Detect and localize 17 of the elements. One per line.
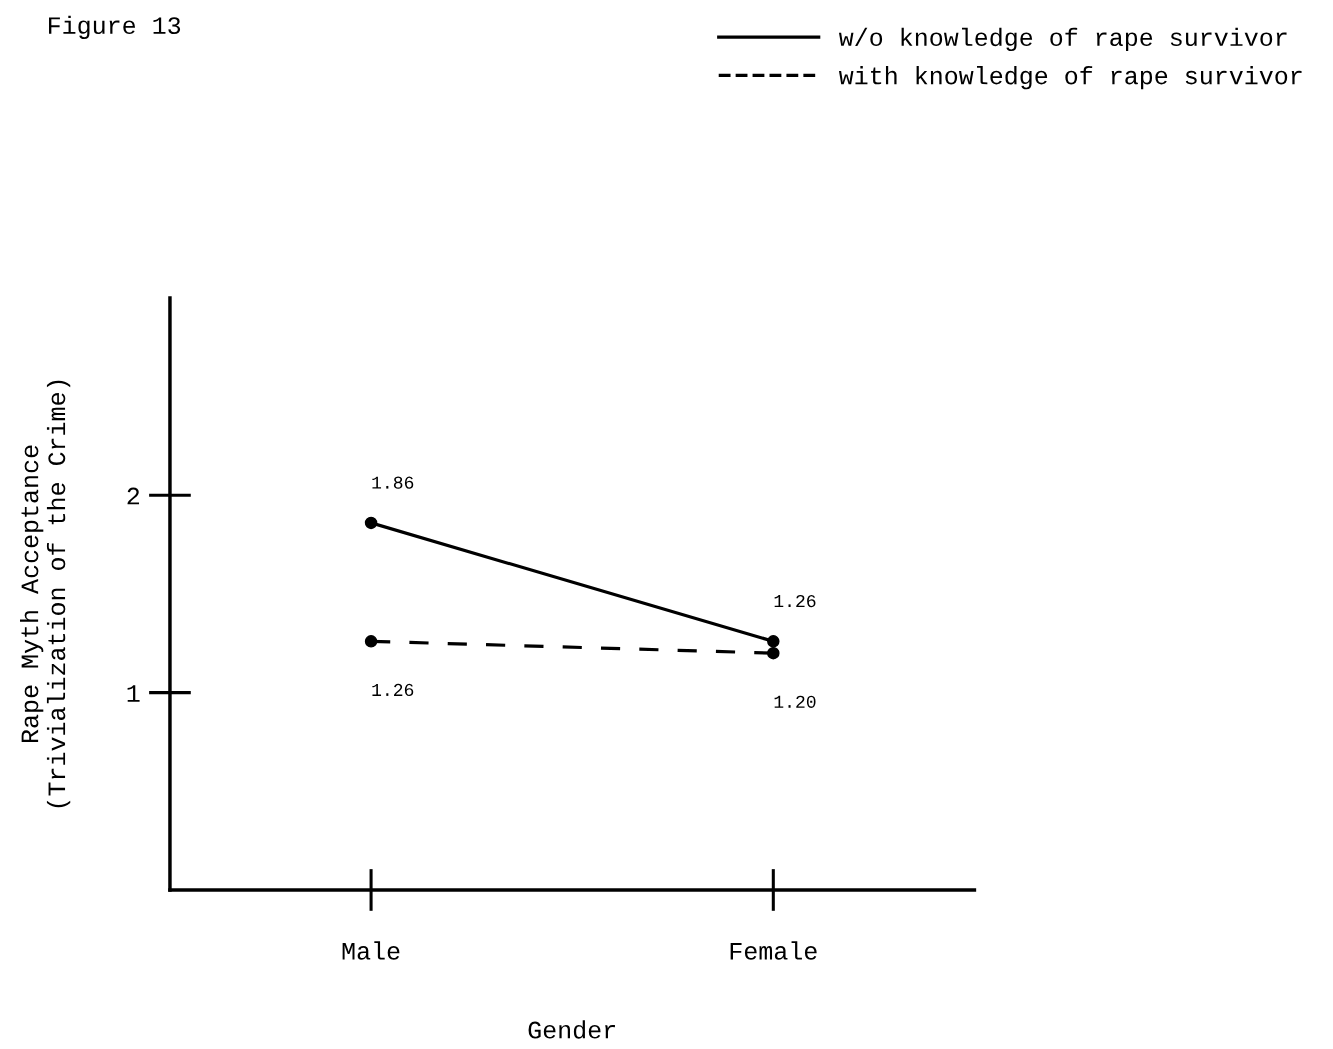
legend-label: w/o knowledge of rape survivor <box>838 27 1287 52</box>
data-label: 1.26 <box>774 594 816 608</box>
point <box>364 516 378 530</box>
x-tick-label: Male <box>342 941 400 960</box>
y-axis-title: Rape Myth Acceptance (Trivialization of the Crime) <box>20 380 71 808</box>
data-label: 1.26 <box>372 683 414 697</box>
x-tick-label: Female <box>730 941 817 960</box>
point <box>767 635 780 648</box>
y-tick-label: 2 <box>127 487 140 505</box>
data-label: 1.86 <box>372 476 414 489</box>
y-tick-label: 1 <box>127 685 140 702</box>
point <box>767 646 780 660</box>
x-axis-title: Gender <box>528 1020 615 1039</box>
point <box>364 635 378 648</box>
data-label: 1.20 <box>774 695 816 708</box>
legend-label: with knowledge of rape survivor <box>838 66 1302 90</box>
chart-title: Figure 13 <box>49 15 181 40</box>
